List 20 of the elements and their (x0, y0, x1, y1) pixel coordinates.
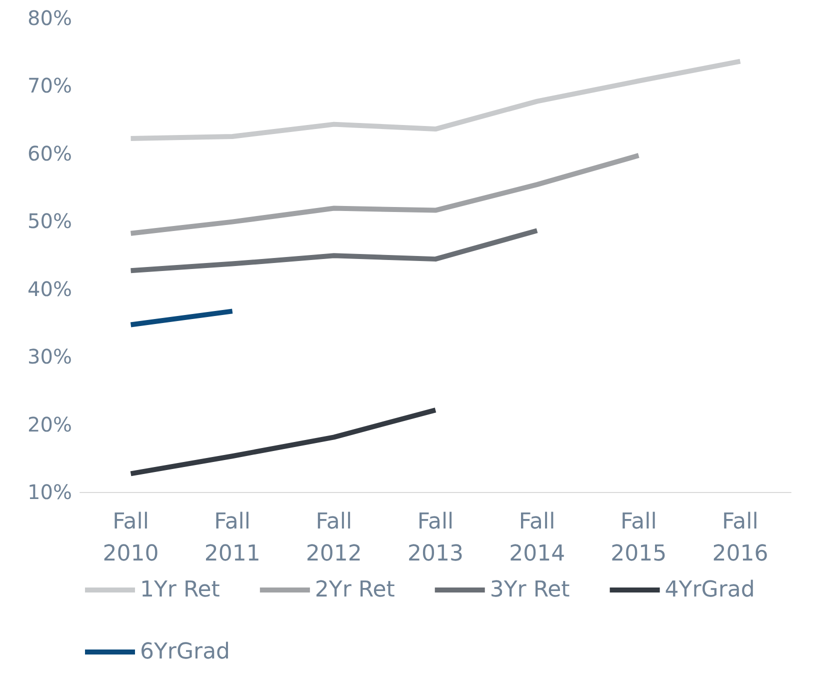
legend-label: 6YrGrad (140, 640, 230, 664)
y-tick-label: 80% (28, 6, 72, 30)
y-tick-label: 20% (28, 412, 72, 436)
y-tick-label: 40% (28, 276, 72, 301)
y-tick-label: 70% (28, 74, 72, 98)
x-tick-label: Fall 2010 (102, 510, 159, 566)
legend-label: 2Yr Ret (314, 578, 396, 602)
x-tick-label: Fall 2011 (204, 510, 260, 566)
y-tick-label: 60% (28, 141, 72, 166)
legend-label: 3Yr Ret (490, 578, 570, 602)
x-tick-label: Fall 2015 (610, 510, 667, 566)
x-tick-label: Fall 2012 (306, 510, 362, 566)
legend-label: 1Yr Ret (140, 578, 220, 602)
y-tick-label: 30% (28, 344, 72, 369)
x-tick-label: Fall 2014 (509, 510, 566, 566)
legend-label: 4YrGrad (664, 578, 755, 602)
x-tick-label: Fall 2016 (712, 510, 768, 566)
y-tick-label: 10% (28, 480, 72, 504)
y-tick-label: 50% (28, 209, 72, 234)
x-tick-label: Fall 2013 (408, 510, 464, 566)
